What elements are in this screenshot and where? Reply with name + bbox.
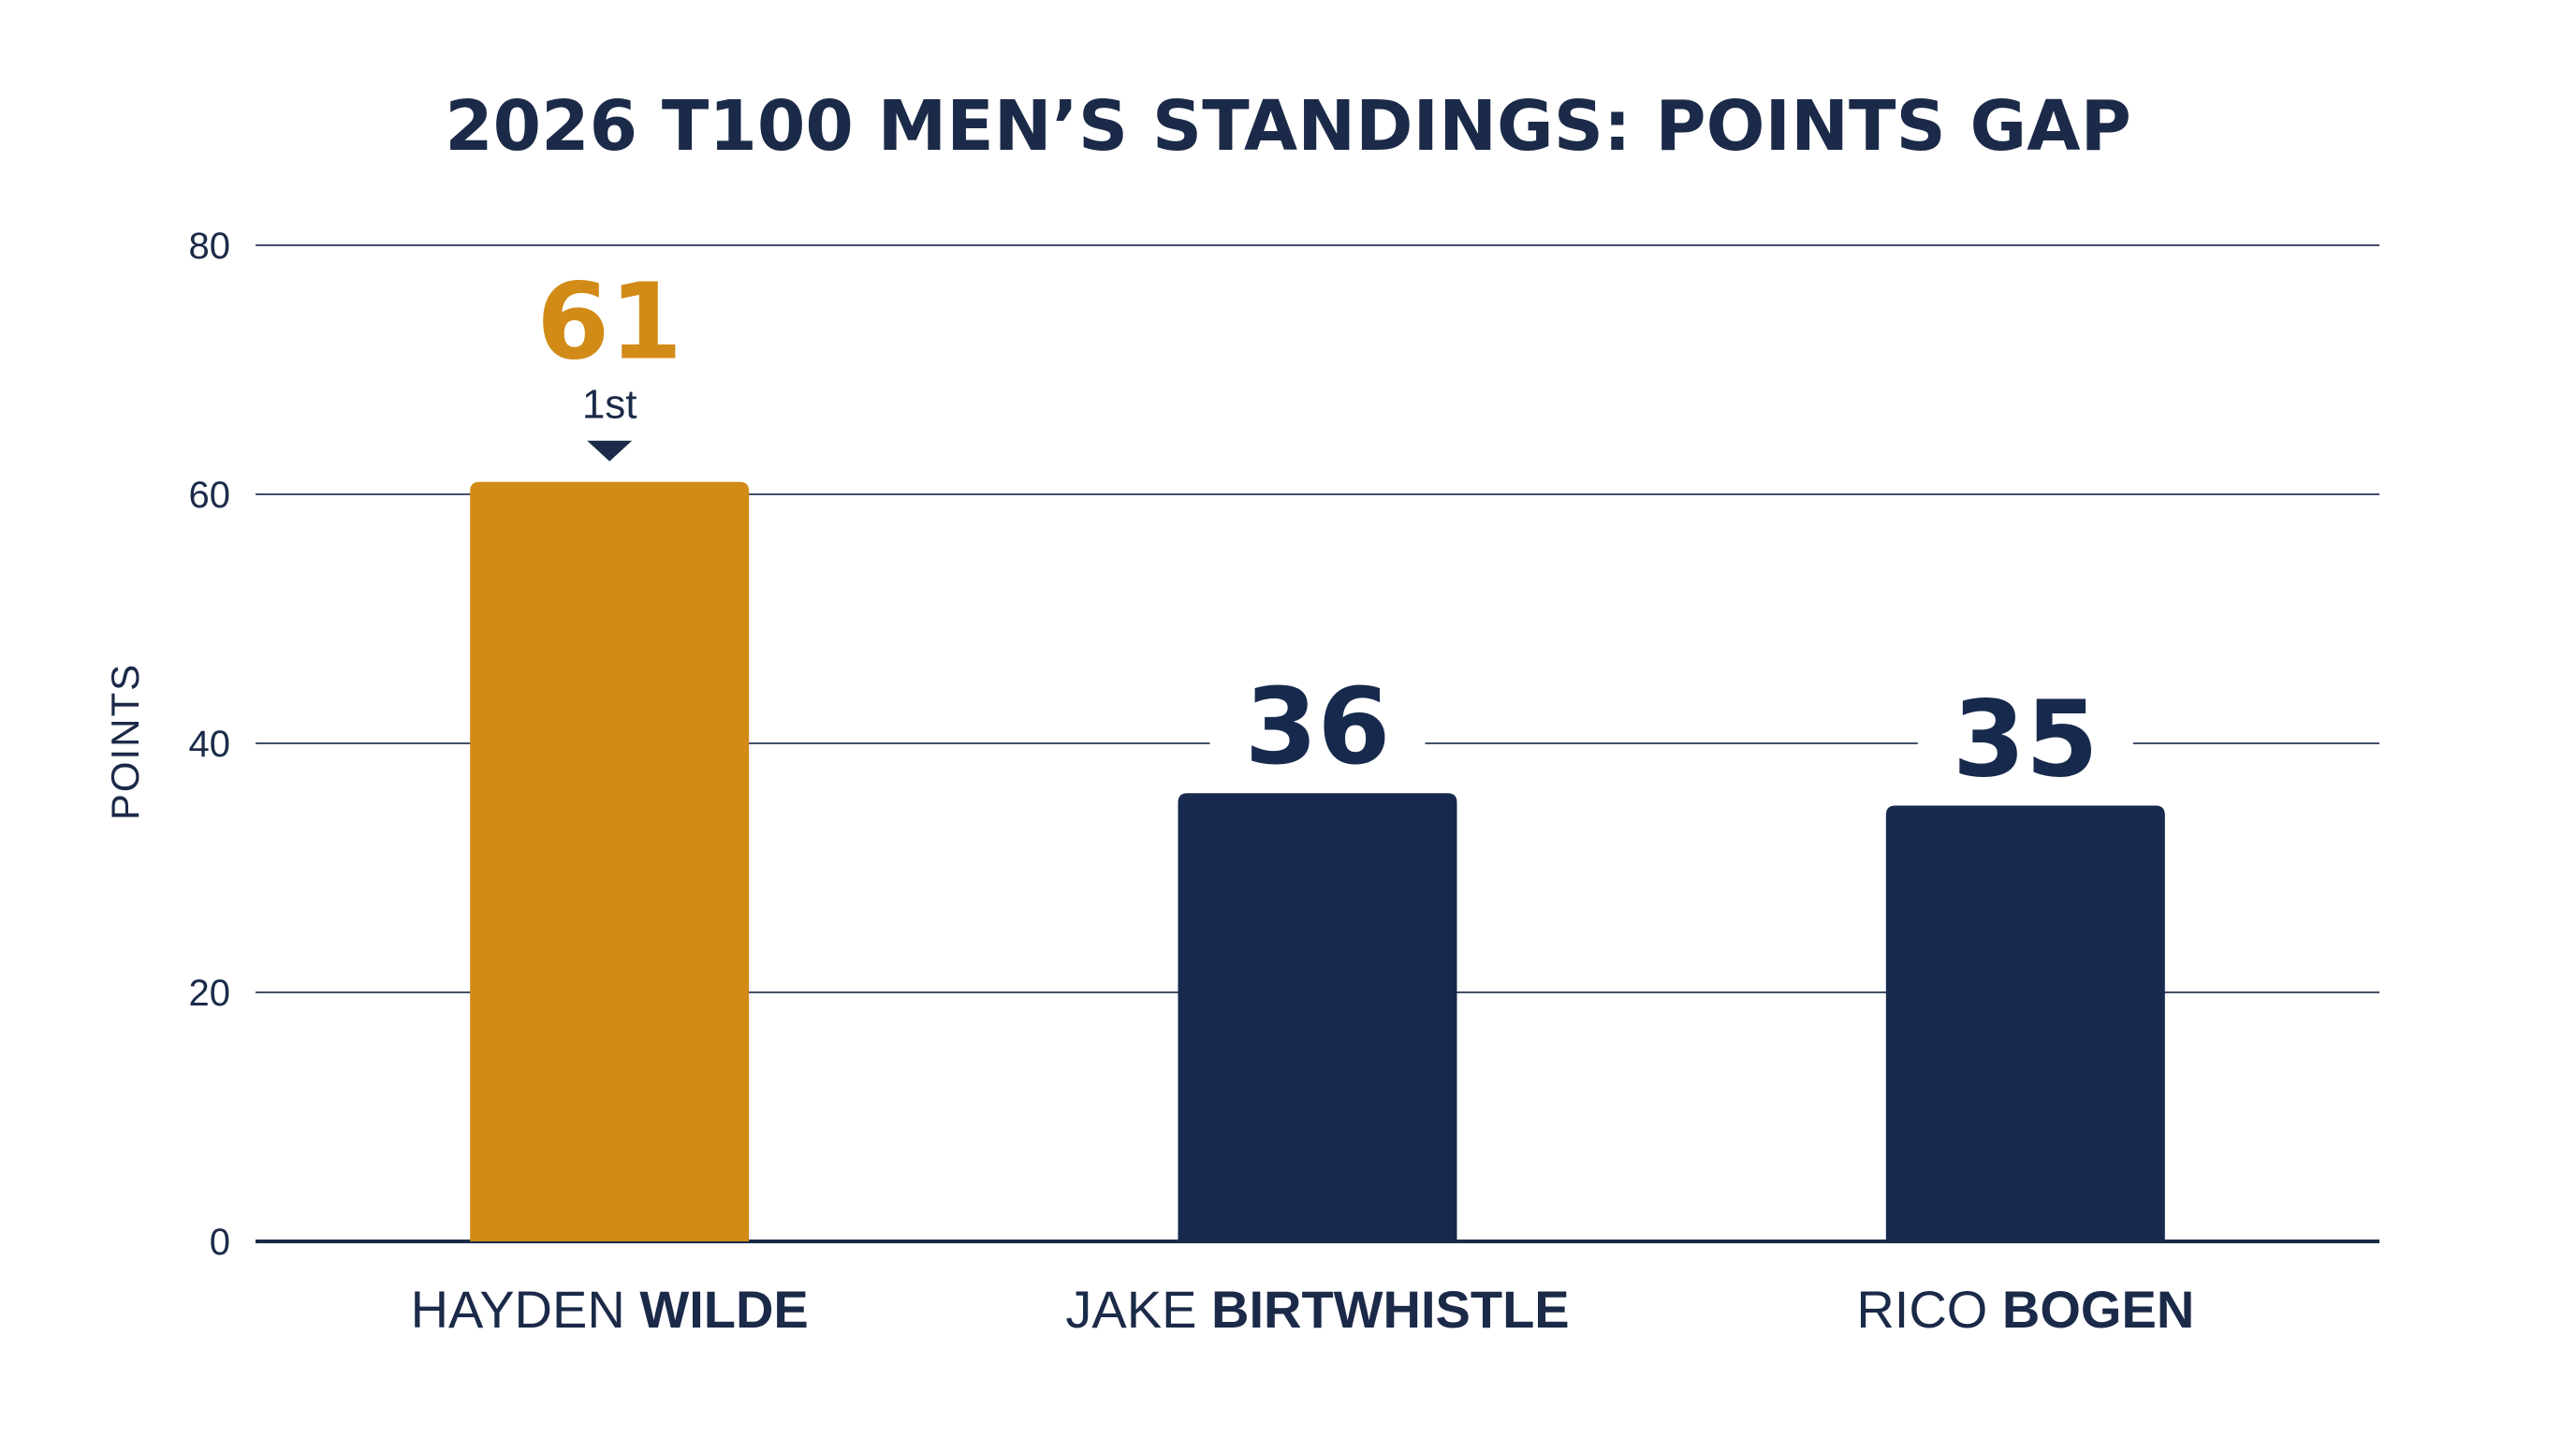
x-category-label: JAKE BIRTWHISTLE bbox=[1065, 1280, 1569, 1339]
value-label-background bbox=[502, 281, 718, 372]
y-tick-label: 40 bbox=[189, 724, 231, 765]
category-last-name: BIRTWHISTLE bbox=[1211, 1280, 1570, 1339]
y-tick-label: 60 bbox=[189, 475, 231, 516]
category-first-name: HAYDEN bbox=[411, 1280, 640, 1339]
rank-label: 1st bbox=[582, 382, 637, 428]
category-last-name: BOGEN bbox=[2002, 1280, 2194, 1339]
bars bbox=[470, 481, 2165, 1241]
chart-title: 2026 T100 MEN’S STANDINGS: POINTS GAP bbox=[445, 86, 2131, 167]
value-label: 35 bbox=[1953, 680, 2099, 801]
value-label: 61 bbox=[536, 262, 682, 384]
bar-bogen bbox=[1885, 805, 2165, 1241]
bar-birtwhistle bbox=[1178, 793, 1457, 1241]
value-label: 36 bbox=[1245, 667, 1391, 788]
bar-wilde bbox=[470, 481, 750, 1241]
y-tick-label: 20 bbox=[189, 973, 231, 1014]
category-first-name: JAKE bbox=[1065, 1280, 1211, 1339]
value-label-background bbox=[1917, 698, 2133, 789]
category-first-name: RICO bbox=[1856, 1280, 2002, 1339]
x-category-label: HAYDEN WILDE bbox=[411, 1280, 809, 1339]
value-label-background bbox=[1209, 686, 1426, 777]
x-category-label: RICO BOGEN bbox=[1856, 1280, 2194, 1339]
y-axis-title: POINTS bbox=[103, 663, 147, 820]
y-tick-label: 0 bbox=[210, 1222, 230, 1263]
rank-marker-icon bbox=[587, 440, 633, 462]
y-tick-label: 80 bbox=[189, 226, 231, 267]
category-last-name: WILDE bbox=[639, 1280, 808, 1339]
